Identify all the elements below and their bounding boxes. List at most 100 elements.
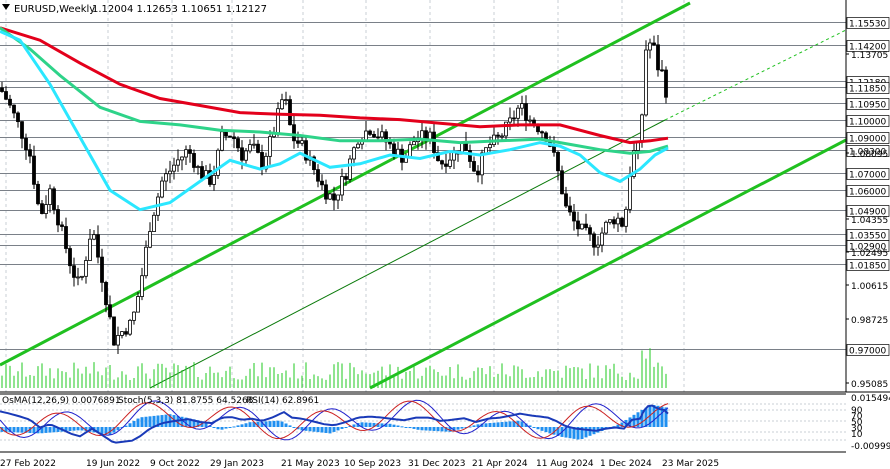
- candle-body: [188, 149, 192, 154]
- osma-bar: [24, 427, 28, 433]
- time-label: 9 Oct 2022: [150, 459, 200, 469]
- osma-bar: [640, 409, 644, 427]
- osma-bar: [480, 423, 484, 427]
- candle-body: [520, 103, 524, 109]
- candle-body: [412, 141, 416, 146]
- time-label: 23 Mar 2025: [662, 459, 719, 469]
- osma-bar: [460, 427, 464, 429]
- time-label: 19 Jun 2022: [86, 459, 140, 469]
- osma-bar: [28, 427, 32, 433]
- candle-body: [120, 331, 124, 336]
- candle-body: [100, 256, 104, 283]
- ema-red-line: [0, 26, 669, 145]
- candle-body: [144, 246, 148, 277]
- osma-bar: [152, 415, 156, 427]
- osma-bar: [520, 421, 524, 427]
- time-label: 21 May 2023: [281, 459, 340, 469]
- osma-bar: [476, 424, 480, 427]
- osma-bar: [492, 422, 496, 427]
- osma-bar: [124, 425, 128, 427]
- candle-body: [392, 143, 396, 156]
- candle-body: [124, 331, 128, 335]
- candle-body: [176, 159, 180, 166]
- candle-body: [552, 145, 556, 153]
- osma-bar: [248, 422, 252, 427]
- candle-body: [468, 150, 472, 162]
- rsi-label: RSI(14) 62.8961: [246, 396, 319, 406]
- candle-body: [352, 147, 356, 160]
- candle-body: [92, 234, 96, 240]
- candle-body: [284, 99, 288, 101]
- candle-body: [128, 319, 132, 335]
- osma-bar: [220, 427, 224, 430]
- level-label-box: [846, 82, 890, 94]
- osma-bar: [548, 427, 552, 434]
- osma-bar: [588, 427, 592, 436]
- candle-body: [380, 131, 384, 138]
- candle-body: [592, 233, 596, 248]
- candle-body: [104, 281, 108, 306]
- candle-body: [368, 130, 372, 135]
- osma-bar: [44, 427, 48, 433]
- level-label: 1.15530: [849, 20, 886, 30]
- osma-bar: [204, 423, 208, 427]
- osma-bar: [576, 427, 580, 440]
- candle-body: [80, 275, 84, 278]
- candle-body: [560, 170, 564, 195]
- indicator-scale-label: 70: [851, 412, 863, 422]
- osma-bar: [344, 427, 348, 428]
- osma-bar: [224, 427, 228, 429]
- osma-bar: [304, 427, 308, 431]
- volume-bars: [1, 348, 667, 388]
- osma-bar: [160, 415, 164, 427]
- time-label: 27 Feb 2022: [0, 459, 56, 469]
- osma-bar: [296, 427, 300, 430]
- trendline-projection: [664, 29, 847, 121]
- osma-bar: [112, 427, 116, 433]
- channel-lower-line: [369, 138, 847, 390]
- candle-body: [224, 131, 228, 137]
- osma-bar: [80, 427, 84, 431]
- osma-bar: [444, 427, 448, 432]
- candle-body: [112, 316, 116, 346]
- candle-body: [184, 149, 188, 158]
- candle-body: [72, 265, 76, 278]
- candle-body: [200, 166, 204, 179]
- level-label-box: [846, 240, 890, 252]
- osma-bar: [40, 427, 44, 434]
- candle-body: [304, 140, 308, 161]
- osma-bar: [116, 427, 120, 431]
- candle-body: [644, 49, 648, 116]
- osma-bar: [528, 425, 532, 427]
- osma-bar: [340, 427, 344, 429]
- candle-body: [256, 143, 260, 153]
- indicator-header: OsMA(12,26,9) 0.0076891 Stoch(5,3,3) 81.…: [2, 396, 319, 406]
- osma-bar: [276, 420, 280, 427]
- candle-body: [108, 304, 112, 318]
- candle-body: [356, 143, 360, 149]
- osma-bar: [328, 427, 332, 434]
- candle-body: [324, 184, 328, 200]
- candle-body: [88, 238, 92, 261]
- level-label-box: [846, 98, 890, 110]
- osma-bar: [536, 427, 540, 430]
- osma-bar: [132, 420, 136, 427]
- osma-bar: [632, 414, 636, 427]
- osma-bar: [52, 427, 56, 433]
- osma-bar: [324, 427, 328, 433]
- collapse-triangle-icon[interactable]: [2, 4, 10, 10]
- candle-body: [52, 188, 56, 210]
- osma-bar: [268, 421, 272, 427]
- osma-bar: [516, 420, 520, 427]
- candle-body: [476, 170, 480, 176]
- ema-green-line: [0, 26, 669, 155]
- osma-bar: [8, 427, 12, 433]
- rsi-line: [0, 404, 669, 444]
- candle-body: [28, 149, 32, 157]
- oscillator-lines: [0, 399, 669, 444]
- osma-bar: [16, 427, 20, 433]
- candle-body: [504, 121, 508, 137]
- candle-body: [340, 176, 344, 196]
- candle-body: [96, 234, 100, 258]
